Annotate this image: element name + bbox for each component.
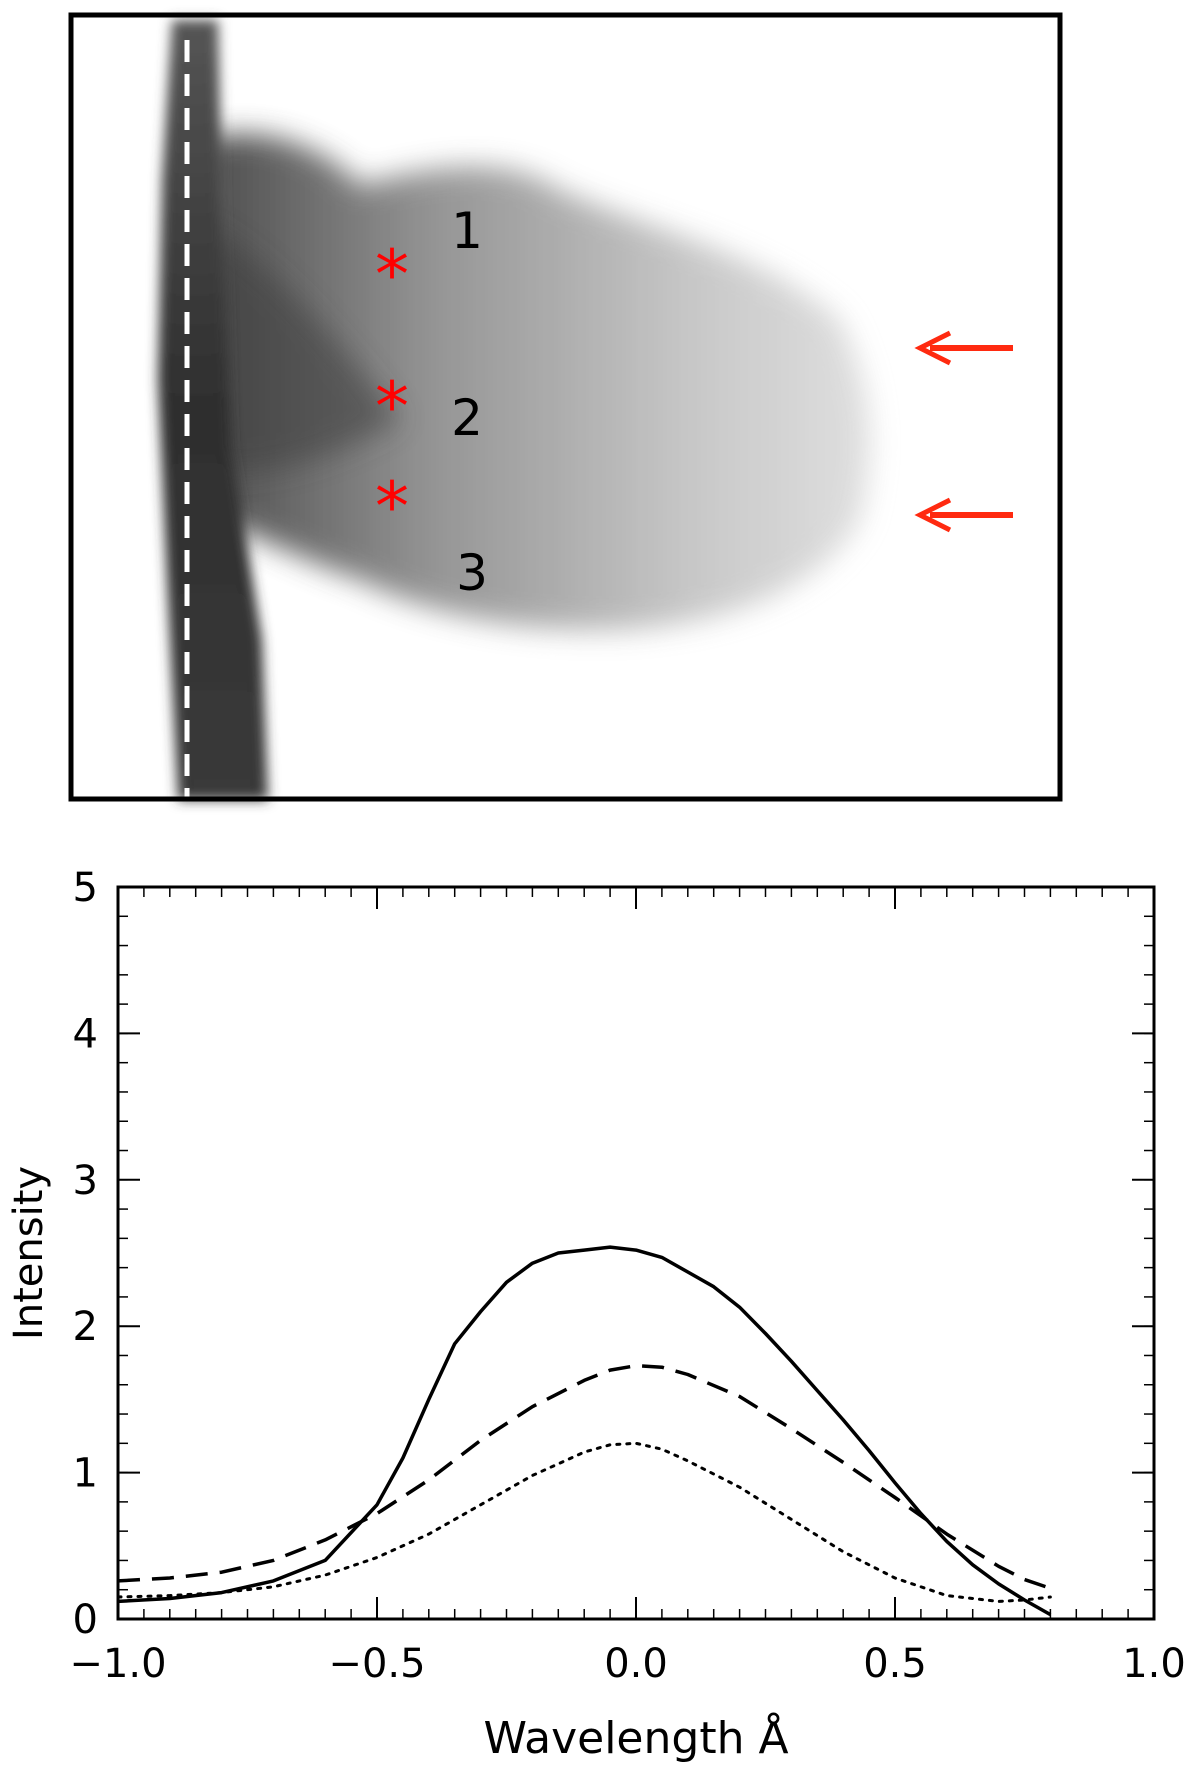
image-frame bbox=[68, 12, 1063, 802]
x-tick-label: 1.0 bbox=[1122, 1641, 1186, 1687]
series-solid-line bbox=[117, 1245, 1052, 1617]
y-tick-label: 1 bbox=[73, 1451, 98, 1497]
left-arrow-icon bbox=[914, 497, 1013, 533]
plot-lines bbox=[116, 1245, 1052, 1617]
x-tick-label: −0.5 bbox=[328, 1641, 425, 1687]
region-label-1: 1 bbox=[451, 202, 483, 260]
y-tick-label: 3 bbox=[73, 1158, 98, 1204]
region-label-3: 3 bbox=[456, 544, 488, 602]
y-axis-label: Intensity bbox=[6, 1166, 52, 1340]
series-dashed-line bbox=[117, 1363, 1051, 1590]
marker-3: * bbox=[375, 468, 409, 547]
marker-1: * bbox=[375, 236, 409, 315]
y-tick-label: 4 bbox=[73, 1011, 98, 1057]
x-tick-label: 0.5 bbox=[863, 1641, 927, 1687]
tick-labels: −1.0 −0.5 0.0 0.5 1.0 0 1 2 3 4 5 bbox=[69, 865, 1185, 1687]
emission-plume bbox=[190, 133, 871, 630]
spectral-image-panel: * * * 1 2 3 bbox=[68, 12, 1063, 802]
y-tick-label: 5 bbox=[73, 865, 98, 911]
series-dotted-line bbox=[116, 1441, 1052, 1603]
x-axis-label: Wavelength Å bbox=[483, 1711, 788, 1764]
left-arrow-icon bbox=[914, 330, 1013, 366]
marker-2: * bbox=[375, 368, 409, 447]
x-tick-label: 0.0 bbox=[604, 1641, 668, 1687]
region-label-2: 2 bbox=[451, 389, 483, 447]
intensity-plot: −1.0 −0.5 0.0 0.5 1.0 0 1 2 3 4 5 Wavelength Å Int… bbox=[6, 865, 1186, 1764]
y-tick-label: 2 bbox=[73, 1304, 98, 1350]
axis-ticks bbox=[117, 886, 1155, 1620]
x-tick-label: −1.0 bbox=[69, 1641, 166, 1687]
y-tick-label: 0 bbox=[73, 1597, 98, 1643]
plot-frame bbox=[116, 885, 1156, 1621]
